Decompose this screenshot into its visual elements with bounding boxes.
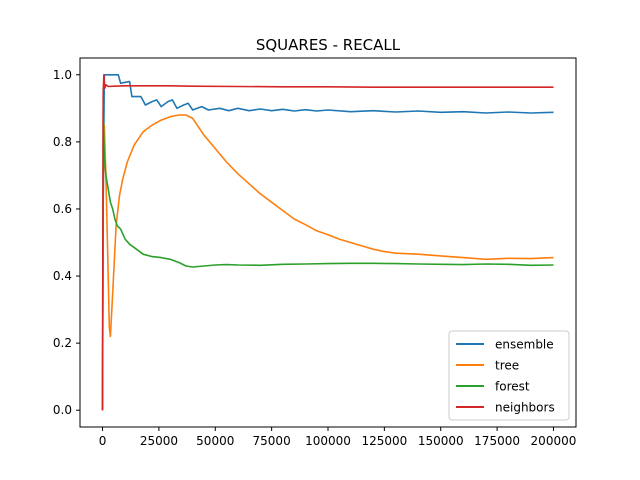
x-tick-label: 100000 bbox=[305, 434, 351, 448]
series-layer bbox=[101, 74, 554, 411]
x-tick-label: 175000 bbox=[474, 434, 520, 448]
y-tick-label: 0.2 bbox=[53, 336, 72, 350]
y-tick-label: 0.6 bbox=[53, 202, 72, 216]
y-tick-label: 0.8 bbox=[53, 135, 72, 149]
x-tick-label: 50000 bbox=[196, 434, 234, 448]
x-tick-label: 150000 bbox=[418, 434, 464, 448]
legend-label-ensemble: ensemble bbox=[495, 338, 554, 352]
y-tick-label: 1.0 bbox=[53, 68, 72, 82]
legend-box bbox=[448, 330, 570, 421]
series-line-ensemble bbox=[101, 74, 554, 411]
chart-title: SQUARES - RECALL bbox=[256, 36, 401, 54]
x-tick-label: 200000 bbox=[531, 434, 577, 448]
series-line-forest bbox=[101, 107, 554, 411]
x-tick-label: 0 bbox=[99, 434, 107, 448]
legend-label-neighbors: neighbors bbox=[495, 401, 555, 415]
y-tick-label: 0.4 bbox=[53, 269, 72, 283]
legend-label-forest: forest bbox=[495, 380, 530, 394]
series-line-neighbors bbox=[101, 74, 554, 411]
legend: ensemble tree forest neighbors bbox=[448, 330, 570, 421]
x-tick-label: 25000 bbox=[140, 434, 178, 448]
series-line-tree bbox=[101, 114, 554, 411]
legend-label-tree: tree bbox=[495, 359, 519, 373]
axis-layer: 0 25000 50000 75000 100000 125000 150000 175000… bbox=[53, 68, 576, 448]
y-tick-label: 0.0 bbox=[53, 403, 72, 417]
x-tick-label: 75000 bbox=[253, 434, 291, 448]
x-tick-label: 125000 bbox=[361, 434, 407, 448]
